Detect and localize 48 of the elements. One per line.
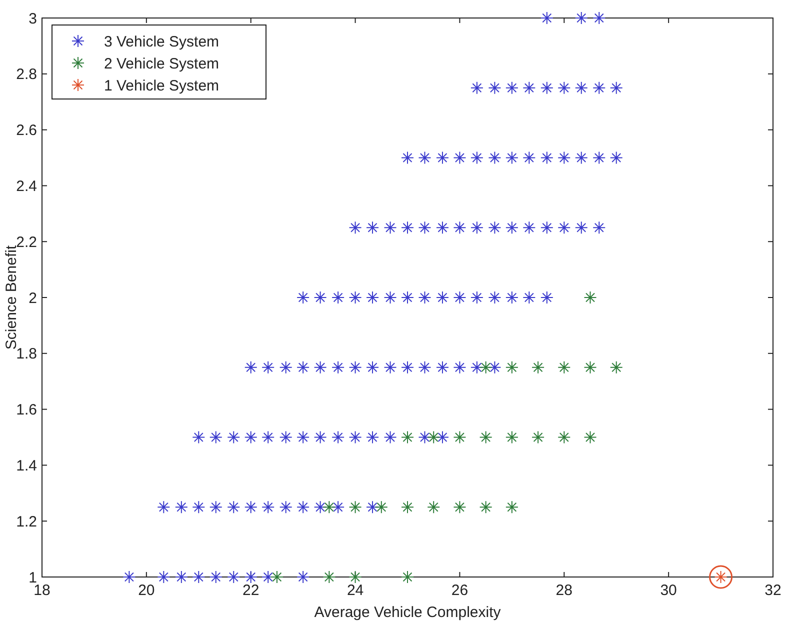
x-tick-label: 26 (451, 582, 468, 599)
point (584, 430, 597, 444)
point (505, 430, 518, 444)
point (348, 570, 362, 584)
y-tick-label: 1.6 (16, 402, 37, 419)
y-tick-label: 1.8 (16, 346, 37, 363)
x-axis-title: Average Vehicle Complexity (314, 604, 502, 621)
x-tick-label: 30 (660, 582, 677, 599)
point (532, 360, 545, 374)
x-tick-label: 28 (556, 582, 572, 599)
point (584, 291, 597, 304)
point (453, 430, 466, 444)
y-tick-label: 2 (28, 290, 37, 307)
point (532, 430, 545, 444)
point (584, 360, 597, 374)
point (401, 500, 414, 514)
legend-label: 1 Vehicle System (104, 77, 220, 94)
y-tick-label: 2.6 (16, 122, 37, 140)
point (558, 430, 571, 444)
point (479, 430, 492, 444)
point (558, 360, 571, 374)
x-tick-label: 24 (346, 582, 364, 599)
point (401, 430, 414, 444)
point (322, 570, 336, 584)
y-tick-label: 1.4 (16, 457, 37, 474)
y-tick-label: 2.8 (16, 66, 37, 84)
point (505, 500, 518, 514)
y-tick-label: 2.4 (16, 178, 37, 195)
point (348, 500, 362, 514)
y-tick-label: 3 (28, 10, 37, 28)
point (427, 430, 440, 444)
point (610, 360, 623, 374)
y-tick-label: 2.2 (16, 234, 37, 251)
point (453, 500, 466, 514)
y-tick-label: 1.2 (16, 513, 37, 530)
point (427, 500, 440, 514)
x-tick-label: 32 (764, 582, 782, 599)
point (479, 360, 492, 374)
point (401, 570, 414, 584)
point (270, 570, 284, 584)
point (479, 500, 492, 514)
x-tick-label: 20 (138, 582, 155, 599)
x-tick-label: 22 (242, 582, 260, 599)
point (374, 500, 388, 514)
legend-label: 3 Vehicle System (104, 33, 220, 50)
legend-label: 2 Vehicle System (104, 55, 220, 72)
point (505, 360, 518, 374)
point (322, 500, 336, 514)
